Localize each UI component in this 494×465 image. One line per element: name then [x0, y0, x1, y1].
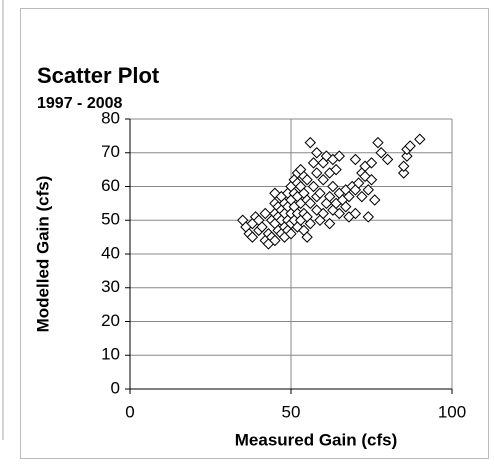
- point: [269, 234, 281, 247]
- x-tick-label: 50: [282, 402, 301, 421]
- point: [369, 194, 381, 206]
- chart-subtitle: 1997 - 2008: [37, 95, 123, 112]
- point: [301, 174, 313, 186]
- point: [372, 136, 384, 149]
- point: [333, 150, 346, 162]
- point: [352, 177, 365, 189]
- point: [333, 207, 346, 220]
- point: [323, 190, 336, 203]
- point: [311, 167, 323, 179]
- point: [330, 163, 342, 176]
- y-tick-label: 70: [101, 142, 120, 161]
- x-axis-label: Measured Gain (cfs): [235, 430, 398, 449]
- point: [304, 217, 317, 230]
- point: [317, 174, 329, 186]
- point: [323, 217, 336, 230]
- point: [414, 133, 426, 145]
- point: [397, 160, 410, 172]
- x-tick-label: 0: [125, 402, 134, 421]
- point: [304, 136, 317, 149]
- point: [349, 207, 362, 220]
- point: [256, 221, 268, 233]
- point: [340, 201, 352, 213]
- point: [365, 157, 378, 169]
- y-tick-label: 60: [101, 176, 120, 195]
- point: [314, 187, 326, 199]
- point: [375, 147, 387, 159]
- point: [397, 167, 410, 179]
- point: [246, 231, 259, 243]
- y-tick-label: 40: [101, 243, 120, 262]
- point: [327, 180, 339, 193]
- y-tick-label: 30: [101, 277, 120, 296]
- point: [307, 157, 320, 169]
- point: [311, 147, 323, 159]
- point: [401, 150, 413, 162]
- y-tick-label: 20: [101, 311, 120, 330]
- point: [285, 228, 297, 240]
- point: [317, 207, 329, 220]
- point: [307, 180, 320, 193]
- point: [362, 184, 374, 196]
- point: [356, 190, 368, 203]
- y-tick-label: 80: [101, 108, 120, 127]
- point: [259, 207, 271, 220]
- y-tick-label: 0: [111, 378, 120, 397]
- point: [362, 211, 374, 223]
- point: [304, 197, 317, 210]
- point: [301, 231, 313, 243]
- x-tick-label: 100: [438, 402, 466, 421]
- point: [381, 153, 394, 166]
- point: [343, 190, 355, 203]
- chart-border: [20, 8, 489, 459]
- y-axis-label: Modelled Gain (cfs): [33, 176, 52, 333]
- y-tick-label: 50: [101, 210, 120, 229]
- point: [404, 140, 416, 152]
- point: [365, 174, 378, 186]
- y-tick-label: 10: [101, 345, 120, 364]
- point: [349, 153, 362, 166]
- chart-title: Scatter Plot: [37, 63, 160, 88]
